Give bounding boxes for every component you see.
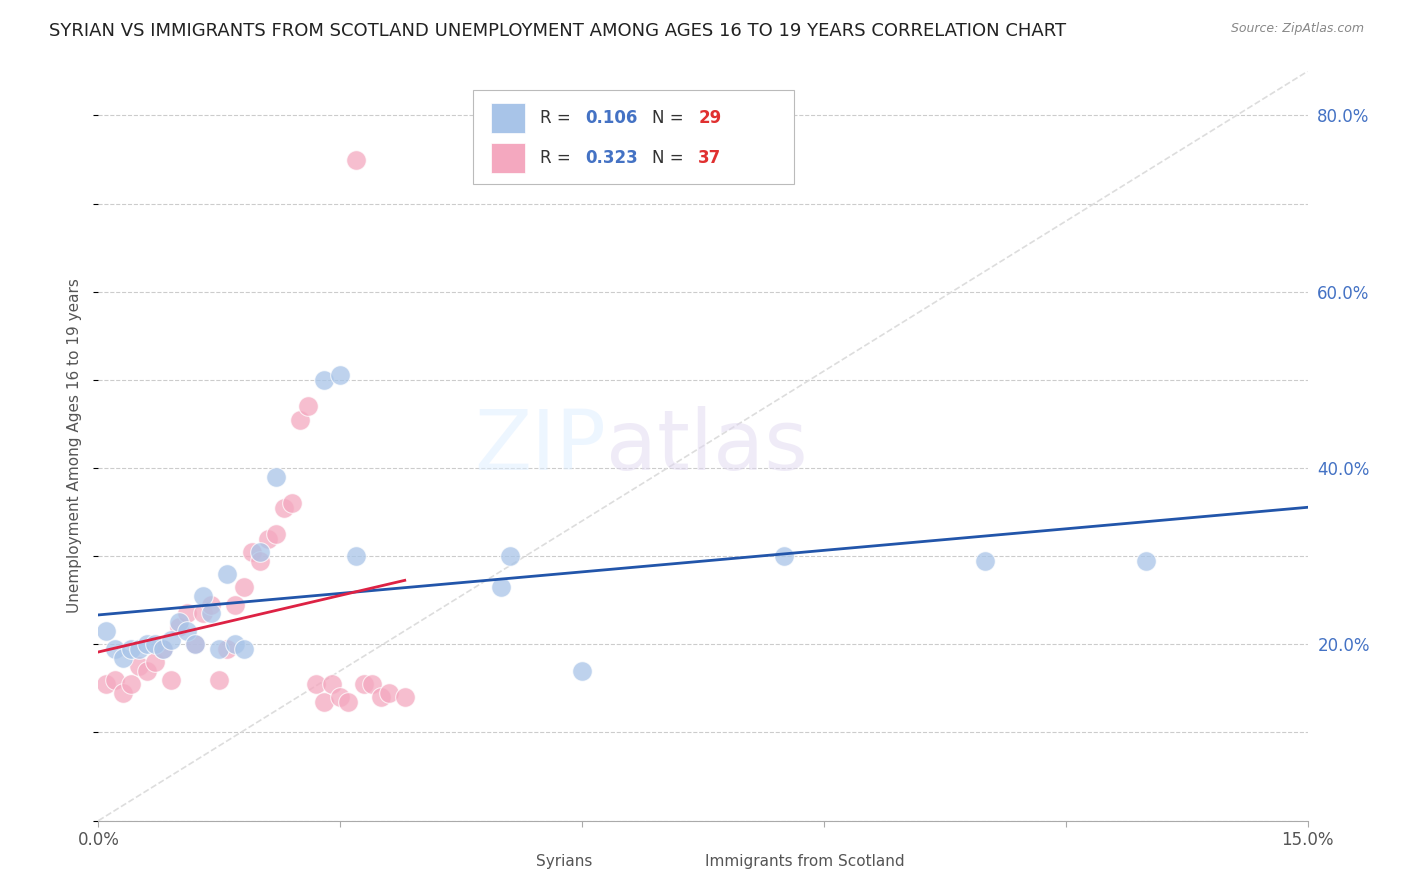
Point (128, 659, 150, 673)
Point (329, 690, 352, 705)
Point (491, 580, 513, 594)
Point (111, 686, 134, 700)
Point (200, 607, 222, 621)
Text: N =: N = (652, 109, 689, 127)
Text: 29: 29 (699, 109, 721, 127)
Point (128, 641, 150, 656)
Point (370, 690, 392, 705)
Point (249, 545, 271, 559)
Point (314, 373, 336, 387)
Point (256, 532, 278, 546)
Text: 0.323: 0.323 (586, 150, 638, 168)
Point (281, 496, 304, 510)
Point (377, 686, 399, 700)
Bar (492, 103, 526, 133)
Point (344, 549, 367, 564)
Point (1135, 553, 1157, 567)
Point (184, 637, 207, 651)
Point (103, 673, 125, 687)
Point (160, 632, 183, 647)
Point (353, 677, 375, 691)
Point (176, 624, 198, 639)
Text: atlas: atlas (606, 406, 808, 486)
Point (217, 641, 239, 656)
Point (305, 677, 328, 691)
Point (240, 545, 263, 559)
Point (273, 500, 295, 515)
Point (498, 549, 520, 564)
Point (96, 624, 118, 639)
Point (361, 677, 384, 691)
Text: R =: R = (540, 150, 576, 168)
Text: 0.106: 0.106 (586, 109, 638, 127)
Point (217, 566, 239, 581)
Text: 37: 37 (699, 150, 721, 168)
Point (208, 673, 231, 687)
Point (120, 677, 142, 691)
Point (297, 400, 319, 414)
Point (193, 589, 215, 603)
Point (264, 470, 287, 484)
Point (394, 690, 416, 705)
Y-axis label: Unemployment Among Ages 16 to 19 years: Unemployment Among Ages 16 to 19 years (67, 278, 83, 614)
Point (288, 412, 311, 426)
Point (176, 607, 198, 621)
Point (167, 620, 190, 634)
Bar (666, 851, 697, 873)
Point (120, 641, 142, 656)
Point (224, 598, 246, 612)
Point (143, 655, 166, 669)
Point (208, 641, 231, 656)
Point (321, 677, 343, 691)
FancyBboxPatch shape (474, 90, 793, 184)
Point (135, 637, 157, 651)
Text: Source: ZipAtlas.com: Source: ZipAtlas.com (1230, 22, 1364, 36)
Text: Immigrants from Scotland: Immigrants from Scotland (706, 855, 905, 870)
Point (232, 580, 254, 594)
Text: Syrians: Syrians (536, 855, 592, 870)
Point (232, 641, 254, 656)
Bar (498, 851, 527, 873)
Point (200, 598, 222, 612)
Point (160, 673, 183, 687)
Point (111, 650, 134, 665)
Point (974, 553, 997, 567)
Point (135, 664, 157, 678)
Point (329, 368, 352, 383)
Point (571, 664, 593, 678)
Point (772, 549, 794, 564)
Point (193, 607, 215, 621)
Point (337, 695, 360, 709)
Point (184, 637, 207, 651)
Point (264, 527, 287, 541)
Point (152, 641, 174, 656)
Point (103, 641, 125, 656)
Point (344, 153, 367, 167)
Point (314, 695, 336, 709)
Point (96, 677, 118, 691)
Point (167, 615, 190, 630)
Text: R =: R = (540, 109, 576, 127)
Text: ZIP: ZIP (474, 406, 606, 486)
Point (143, 637, 166, 651)
Text: N =: N = (652, 150, 689, 168)
Text: SYRIAN VS IMMIGRANTS FROM SCOTLAND UNEMPLOYMENT AMONG AGES 16 TO 19 YEARS CORREL: SYRIAN VS IMMIGRANTS FROM SCOTLAND UNEMP… (49, 22, 1066, 40)
Point (249, 553, 271, 567)
Point (224, 637, 246, 651)
Bar (492, 144, 526, 173)
Point (152, 641, 174, 656)
